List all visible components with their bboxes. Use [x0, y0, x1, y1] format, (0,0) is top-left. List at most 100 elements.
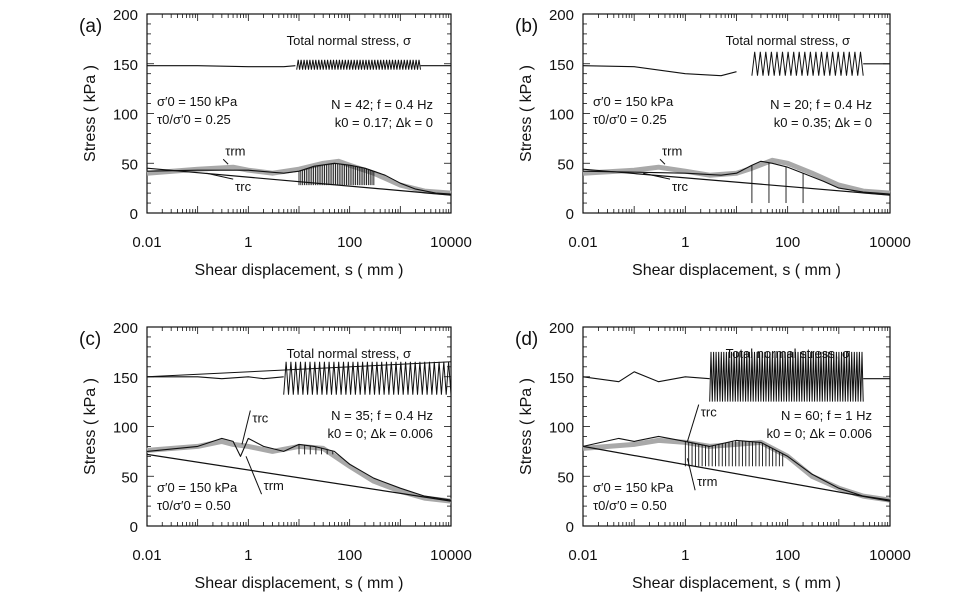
- trend-line: [146, 453, 452, 502]
- tau-r-c-line: [146, 162, 452, 195]
- test-parameters-text: N = 42; f = 0.4 Hz: [331, 97, 433, 112]
- normal-stress-label: Total normal stress, σ: [726, 346, 850, 361]
- y-tick-label: 150: [549, 370, 574, 387]
- normal-stress-cycles: [751, 51, 864, 76]
- normal-stress-cycles: [283, 361, 452, 395]
- chart-panel-c: 0.01 1 100 10000 0 50 100 150 200 Shear displacem…: [79, 320, 472, 592]
- x-tick-label: 0.01: [132, 234, 161, 251]
- tau-r-c-label: τrc: [701, 405, 717, 420]
- tau-r-c-line: [582, 435, 891, 501]
- test-parameters-text: N = 20; f = 0.4 Hz: [770, 97, 872, 112]
- tau-r-c-line: [146, 437, 452, 501]
- x-tick-label: 1: [681, 234, 689, 251]
- x-tick-label: 1: [244, 234, 252, 251]
- y-tick-label: 0: [130, 206, 138, 223]
- x-tick-label: 100: [337, 234, 362, 251]
- initial-conditions-text: τ0/σ′0 = 0.25: [593, 112, 667, 127]
- y-tick-label: 50: [121, 469, 138, 486]
- x-axis-label: Shear displacement, s ( mm ): [632, 262, 841, 279]
- tau-r-c-arrow: [643, 172, 671, 180]
- tau-r-c-arrow: [206, 172, 234, 180]
- x-tick-label: 100: [775, 547, 800, 564]
- y-tick-label: 0: [130, 519, 138, 536]
- x-axis-label: Shear displacement, s ( mm ): [195, 262, 404, 279]
- x-tick-label: 10000: [430, 234, 472, 251]
- test-parameters-text: N = 35; f = 0.4 Hz: [331, 408, 433, 423]
- x-tick-label: 1: [244, 547, 252, 564]
- tau-r-m-arrow: [659, 158, 666, 165]
- y-tick-label: 50: [121, 156, 138, 173]
- initial-conditions-text: σ′0 = 150 kPa: [157, 480, 238, 495]
- normal-stress-label: Total normal stress, σ: [287, 346, 411, 361]
- y-tick-label: 150: [113, 370, 138, 387]
- normal-stress-label: Total normal stress, σ: [287, 33, 411, 48]
- initial-conditions-text: σ′0 = 150 kPa: [593, 480, 674, 495]
- x-tick-label: 10000: [869, 547, 911, 564]
- initial-conditions-text: τ0/σ′0 = 0.50: [157, 498, 231, 513]
- y-tick-label: 100: [549, 107, 574, 124]
- x-tick-label: 0.01: [132, 547, 161, 564]
- y-tick-label: 100: [549, 420, 574, 437]
- trend-line: [582, 445, 891, 502]
- tau-r-m-line: [146, 158, 452, 196]
- test-parameters-text: N = 60; f = 1 Hz: [781, 408, 872, 423]
- normal-stress-line: [582, 65, 737, 77]
- normal-stress-envelope-line: [146, 361, 452, 378]
- tau-r-c-arrow: [241, 410, 251, 445]
- y-tick-label: 50: [557, 469, 574, 486]
- panel-label: (a): [79, 16, 102, 37]
- initial-conditions-text: σ′0 = 150 kPa: [593, 94, 674, 109]
- chart-panel-a: 0.01 1 100 10000 0 50 100 150 200 Shear displacem…: [79, 7, 472, 279]
- test-parameters-text: k0 = 0.35; Δk = 0: [774, 115, 872, 130]
- tau-r-m-label: τrm: [225, 143, 245, 158]
- x-axis-label: Shear displacement, s ( mm ): [195, 575, 404, 592]
- y-tick-label: 100: [113, 107, 138, 124]
- tau-r-c-arrow: [686, 404, 700, 442]
- initial-conditions-text: σ′0 = 150 kPa: [157, 94, 238, 109]
- y-tick-label: 50: [557, 156, 574, 173]
- y-tick-label: 200: [549, 320, 574, 337]
- tau-r-c-line: [582, 160, 891, 195]
- normal-stress-cycles: [296, 59, 421, 70]
- y-tick-label: 100: [113, 420, 138, 437]
- y-axis-label: Stress ( kPa ): [518, 65, 535, 162]
- trend-line: [582, 168, 891, 196]
- y-tick-label: 150: [549, 57, 574, 74]
- tau-r-c-label: τrc: [252, 411, 268, 426]
- x-tick-label: 10000: [430, 547, 472, 564]
- test-parameters-text: k0 = 0; Δk = 0.006: [766, 426, 872, 441]
- test-parameters-text: k0 = 0.17; Δk = 0: [335, 115, 433, 130]
- normal-stress-label: Total normal stress, σ: [726, 33, 850, 48]
- x-tick-label: 100: [775, 234, 800, 251]
- panel-label: (b): [515, 16, 538, 37]
- x-tick-label: 0.01: [568, 234, 597, 251]
- trend-line: [146, 167, 452, 196]
- x-tick-label: 1: [681, 547, 689, 564]
- y-tick-label: 0: [566, 206, 574, 223]
- tau-r-m-arrow: [686, 458, 696, 491]
- tau-r-m-arrow: [222, 158, 229, 165]
- x-axis-label: Shear displacement, s ( mm ): [632, 575, 841, 592]
- chart-panel-d: 0.01 1 100 10000 0 50 100 150 200 Shear displacem…: [515, 320, 911, 592]
- y-tick-label: 200: [549, 7, 574, 24]
- panel-label: (d): [515, 329, 538, 350]
- y-tick-label: 200: [113, 320, 138, 337]
- normal-stress-line: [147, 376, 284, 380]
- tau-r-m-label: τrm: [264, 478, 284, 493]
- x-tick-label: 0.01: [568, 547, 597, 564]
- y-axis-label: Stress ( kPa ): [82, 378, 99, 475]
- test-parameters-text: k0 = 0; Δk = 0.006: [327, 426, 433, 441]
- normal-stress-line: [147, 65, 296, 68]
- normal-stress-line: [582, 371, 710, 383]
- tau-r-m-label: τrm: [697, 474, 717, 489]
- x-tick-label: 100: [337, 547, 362, 564]
- initial-conditions-text: τ0/σ′0 = 0.25: [157, 112, 231, 127]
- tau-r-c-label: τrc: [672, 179, 688, 194]
- initial-conditions-text: τ0/σ′0 = 0.50: [593, 498, 667, 513]
- x-tick-label: 10000: [869, 234, 911, 251]
- panel-label: (c): [79, 329, 101, 350]
- y-axis-label: Stress ( kPa ): [82, 65, 99, 162]
- y-tick-label: 150: [113, 57, 138, 74]
- y-tick-label: 0: [566, 519, 574, 536]
